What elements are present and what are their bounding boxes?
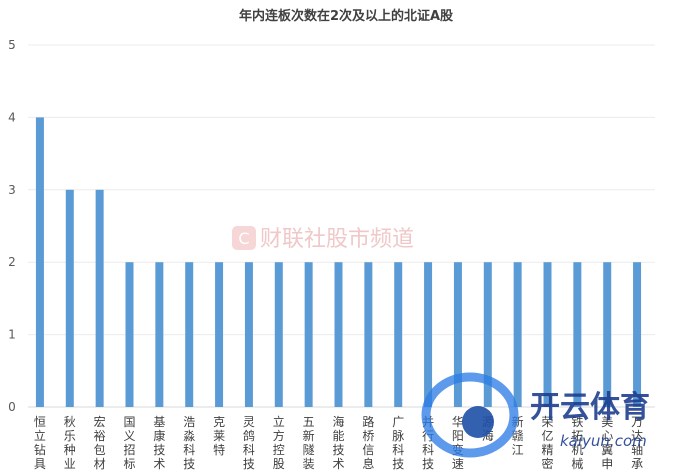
x-tick-label: 铁拓机械 <box>571 415 583 471</box>
x-tick-label: 克莱特 <box>213 415 225 457</box>
bar <box>603 262 612 407</box>
bar <box>633 262 642 407</box>
x-tick-label: 灵鸽科技 <box>243 415 255 471</box>
y-tick-label: 4 <box>8 110 16 124</box>
bar <box>304 262 313 407</box>
bar <box>274 262 283 407</box>
bar <box>364 262 373 407</box>
bar <box>35 117 44 408</box>
bar <box>453 262 462 407</box>
x-tick-label: 美心翼申 <box>601 415 613 471</box>
y-tick-label: 2 <box>8 255 16 269</box>
x-tick-label: 荣亿精密 <box>541 415 553 471</box>
bar <box>244 262 253 407</box>
x-tick-label: 恒立钻具 <box>34 415 46 471</box>
x-tick-label: 万达轴承 <box>631 415 643 471</box>
y-tick-label: 0 <box>8 400 16 414</box>
x-tick-label: 秋乐种业 <box>64 415 76 471</box>
x-tick-label: 海能技术 <box>332 414 344 471</box>
x-tick-label: 宏裕包材 <box>94 414 106 471</box>
bar <box>513 262 522 407</box>
watermark-logo: 开云体育 kaiyun.com <box>421 372 650 458</box>
bar <box>125 262 134 407</box>
logo-text: 开云体育 <box>530 390 650 425</box>
x-axis: 恒立钻具 秋乐种业 宏裕包材 国义招标 基康技术 浩淼科技 克莱特 灵鸽科技 立方控股 五新隧装 海… <box>34 414 643 471</box>
y-axis: 0 1 2 3 4 5 <box>8 38 16 414</box>
bar <box>543 262 552 407</box>
bar <box>65 189 74 407</box>
bar <box>95 189 104 407</box>
bar <box>185 262 194 407</box>
x-tick-label: 浩淼科技 <box>183 415 195 471</box>
x-tick-label: 广脉科技 <box>392 415 404 471</box>
x-tick-label: 路桥信息 <box>362 414 374 471</box>
y-tick-label: 5 <box>8 38 16 52</box>
bar <box>573 262 582 407</box>
logo-url: kaiyun.com <box>560 432 647 450</box>
svg-text:C: C <box>238 229 249 248</box>
x-tick-label: 国义招标 <box>123 415 135 471</box>
bar <box>394 262 403 407</box>
bar <box>215 262 224 407</box>
bars <box>35 117 642 408</box>
bar <box>155 262 164 407</box>
y-tick-label: 3 <box>8 183 16 197</box>
x-tick-label: 立方控股 <box>273 414 285 471</box>
watermark-center: C 财联社股市频道 <box>232 226 414 252</box>
chart-title: 年内连板次数在2次及以上的北证A股 <box>239 8 453 24</box>
bar <box>483 262 492 407</box>
y-tick-label: 1 <box>8 328 16 342</box>
x-tick-label: 基康技术 <box>153 415 165 471</box>
x-tick-label: 五新隧装 <box>303 415 315 471</box>
bar <box>424 262 433 407</box>
watermark-text: 财联社股市频道 <box>260 227 414 252</box>
bar <box>334 262 343 407</box>
